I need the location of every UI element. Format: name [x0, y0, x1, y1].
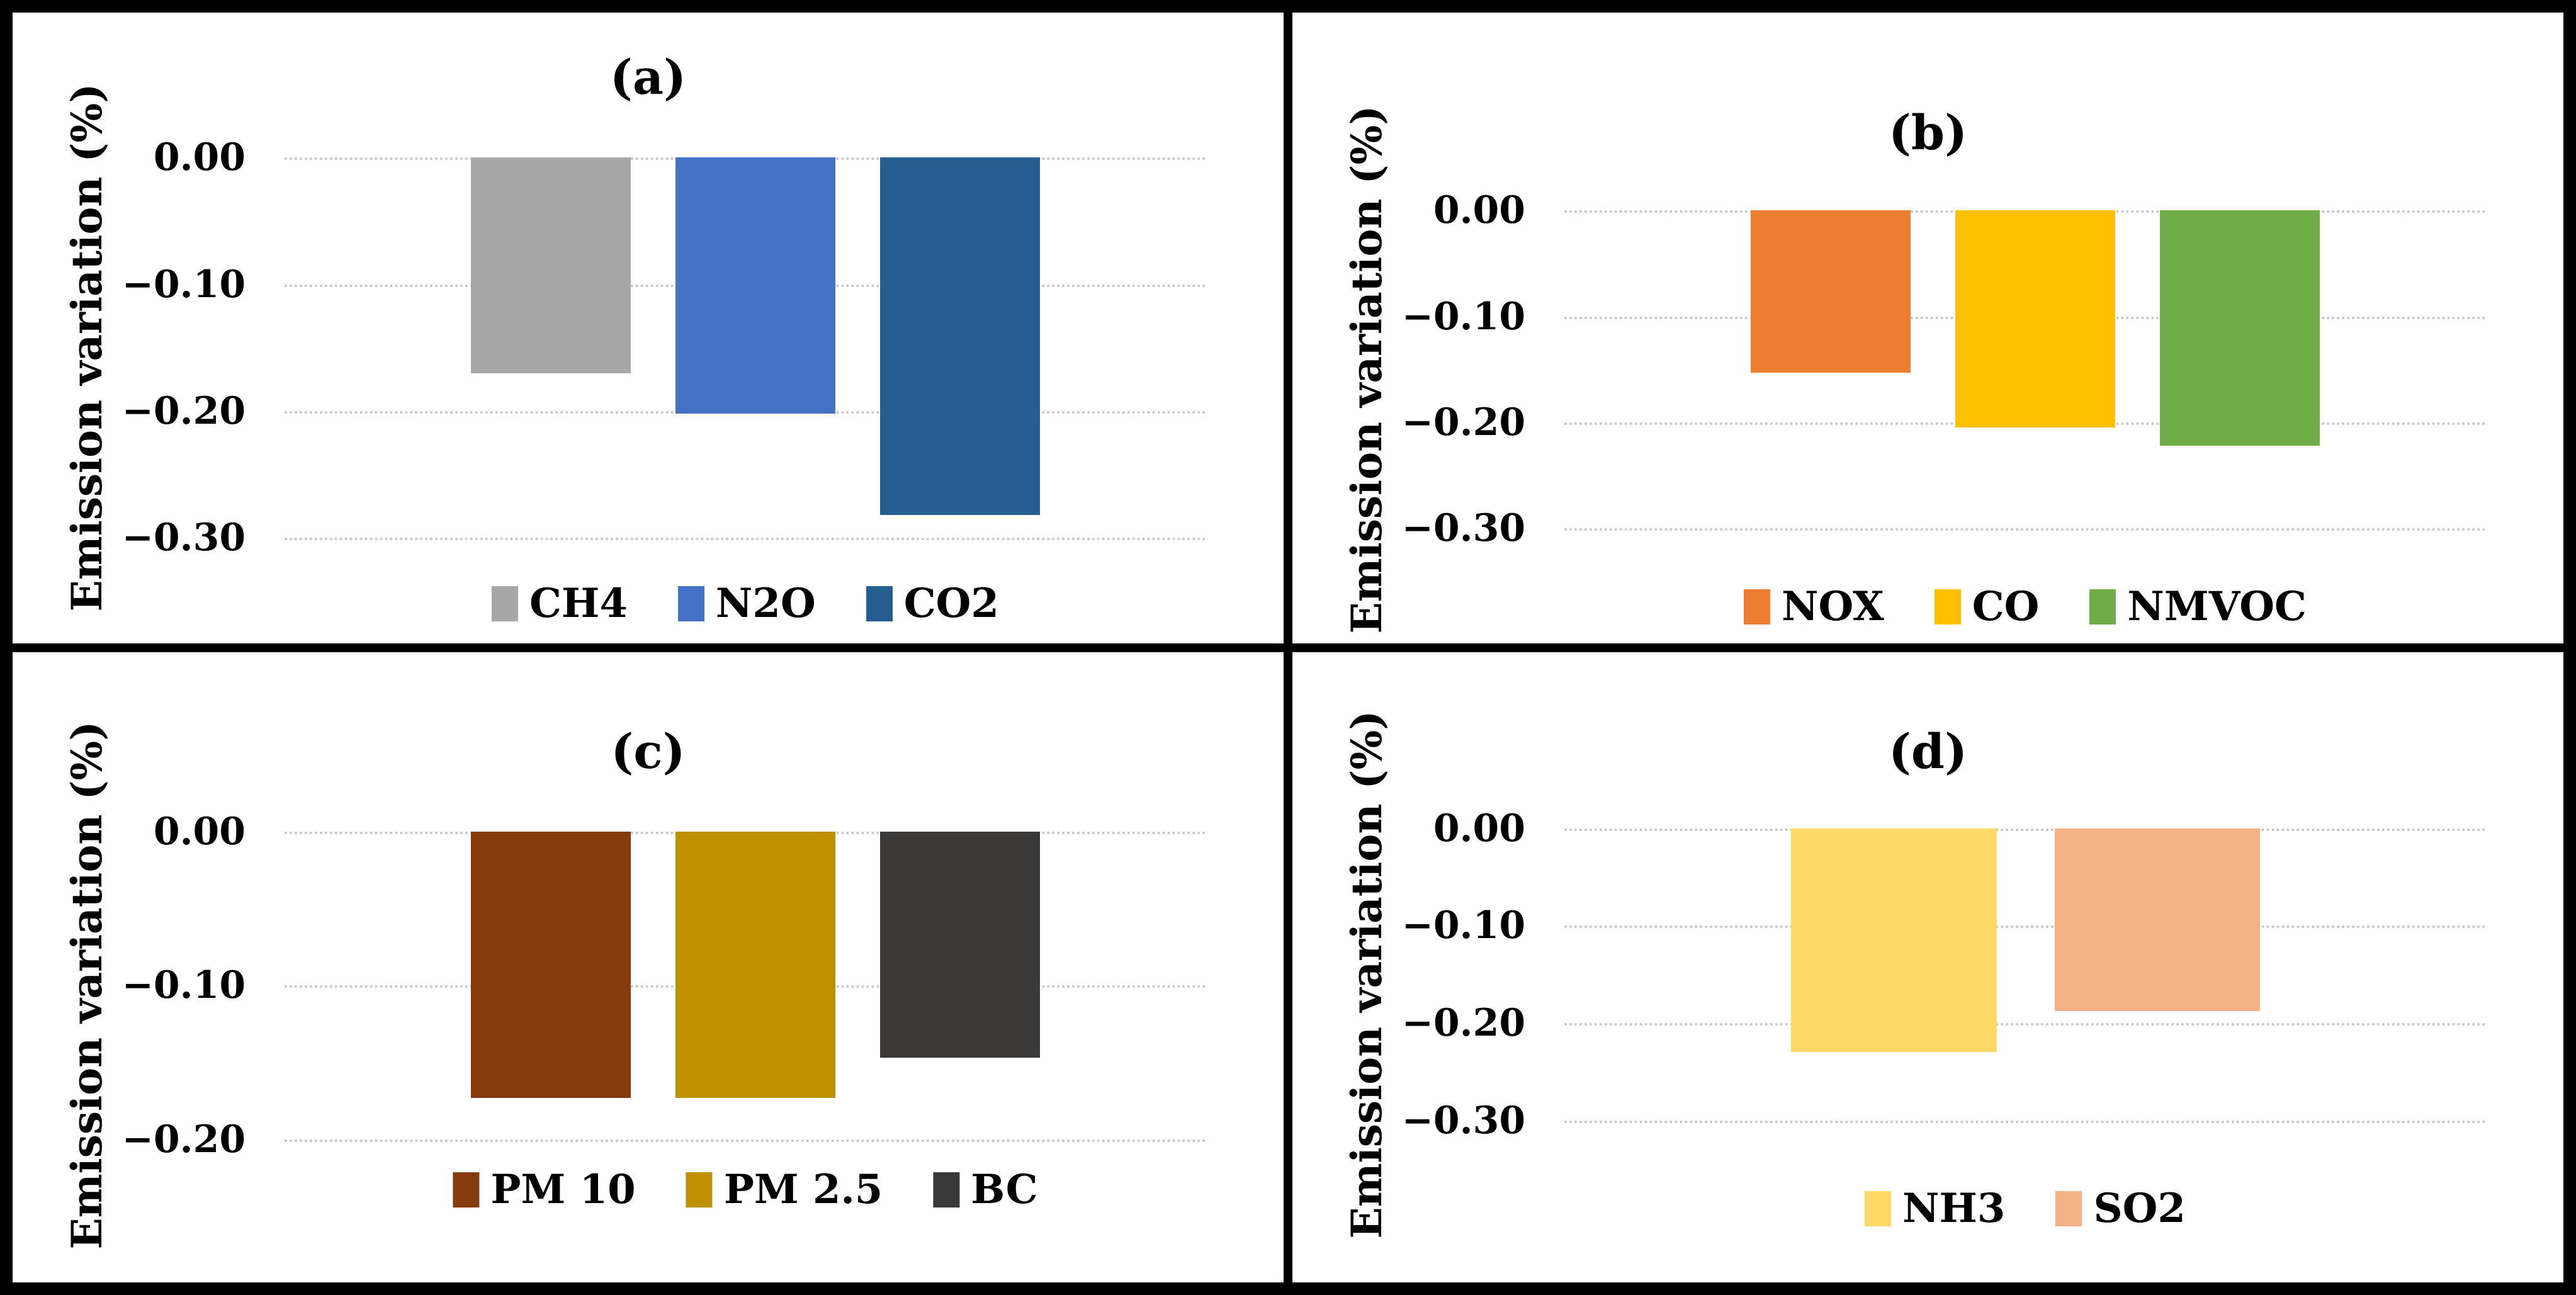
legend-label: NH3: [1902, 1184, 2006, 1232]
legend-swatch: [2055, 1190, 2082, 1226]
y-tick-label: −0.30: [121, 516, 246, 560]
bar-pm2.5: [675, 831, 836, 1098]
legend: PM 10 PM 2.5 BC: [453, 1165, 1038, 1213]
legend-item: CO: [1934, 583, 2040, 631]
plot-area: 0.00 −0.10 −0.20 −0.30: [122, 139, 1206, 557]
y-tick-label: 0.00: [153, 809, 246, 854]
bar-so2: [2054, 828, 2261, 1012]
legend-item: NH3: [1864, 1184, 2006, 1232]
legend-item: N2O: [677, 580, 816, 628]
legend-item: BC: [933, 1165, 1038, 1213]
panel-title-d: (d): [1888, 723, 1968, 779]
bar-nh3: [1791, 828, 1997, 1053]
gridline: [285, 538, 1206, 541]
legend-swatch: [1934, 589, 1961, 625]
y-tick-label: −0.20: [1401, 400, 1526, 444]
panel-a: (a) Emission variation (%) 0.00 −0.10 −0.2…: [8, 8, 1288, 648]
legend-item: NMVOC: [2089, 587, 2307, 627]
y-tick-label: −0.10: [121, 963, 246, 1008]
legend-label: NOX: [1781, 583, 1884, 631]
y-tick-label: 0.00: [1433, 806, 1526, 851]
y-tick-label: −0.20: [121, 388, 246, 433]
legend-label: N2O: [715, 580, 816, 628]
bar-pm10: [470, 831, 631, 1098]
y-tick-label: −0.10: [1401, 294, 1526, 339]
legend-label: CO: [1972, 583, 2040, 631]
legend: CH4 N2O CO2: [491, 580, 999, 628]
plot-area: 0.00 −0.10 −0.20 −0.30: [1402, 810, 2486, 1139]
bar-nox: [1750, 210, 1911, 373]
y-tick-label: −0.20: [1401, 1001, 1526, 1046]
y-axis-label: Emission variation (%): [1342, 710, 1391, 1239]
gridline: [1564, 1023, 2486, 1026]
bar-nmvoc: [2159, 210, 2320, 446]
legend-item: NOX: [1743, 583, 1884, 631]
legend-item: PM 10: [453, 1165, 636, 1213]
legend-swatch: [933, 1172, 960, 1207]
y-tick-label: −0.10: [121, 262, 246, 307]
y-tick-label: 0.00: [1433, 188, 1526, 233]
panel-title-a: (a): [609, 49, 687, 106]
y-tick-label: −0.20: [121, 1117, 246, 1162]
legend-label: PM 2.5: [723, 1165, 883, 1213]
y-tick-label: −0.10: [1401, 903, 1526, 948]
legend-swatch: [491, 586, 518, 622]
gridline: [1564, 925, 2486, 929]
legend-label: NMVOC: [2127, 583, 2307, 631]
panel-title-b: (b): [1888, 105, 1968, 161]
legend-swatch: [677, 586, 704, 622]
y-tick-label: 0.00: [153, 135, 246, 180]
y-tick-label: −0.30: [1401, 506, 1526, 551]
legend: NH3 SO2: [1864, 1184, 2186, 1232]
legend-label: PM 10: [490, 1165, 636, 1213]
panel-d: (d) Emission variation (%) 0.00 −0.10 −0.2…: [1288, 647, 2568, 1287]
bar-bc: [879, 831, 1041, 1058]
gridline: [1564, 528, 2486, 531]
legend-label: BC: [971, 1165, 1038, 1213]
gridline: [285, 1139, 1206, 1142]
panel-b: (b) Emission variation (%) 0.00 −0.10 −0.2…: [1288, 8, 2568, 648]
y-axis-label: Emission variation (%): [62, 83, 111, 612]
legend-item: CH4: [491, 580, 628, 628]
plot-area: 0.00 −0.10 −0.20 −0.30: [1402, 191, 2486, 547]
bar-co: [1955, 210, 2116, 428]
legend-label: SO2: [2093, 1184, 2186, 1232]
legend-swatch: [453, 1172, 480, 1207]
bar-n2o: [675, 157, 836, 414]
panel-c: (c) Emission variation (%) 0.00 −0.10 −0.2…: [8, 647, 1288, 1287]
legend-label: CH4: [529, 580, 628, 628]
gridline: [1564, 828, 2486, 831]
legend-item: CO2: [866, 584, 999, 624]
plot-area: 0.00 −0.10 −0.20: [122, 813, 1206, 1158]
legend: NOX CO NMVOC: [1743, 583, 2307, 631]
legend-label: CO2: [903, 580, 999, 628]
legend-item: SO2: [2055, 1184, 2186, 1232]
legend-swatch: [866, 586, 893, 622]
y-axis-label: Emission variation (%): [1342, 105, 1391, 634]
y-tick-label: −0.30: [1401, 1098, 1526, 1143]
legend-swatch: [1864, 1190, 1891, 1226]
gridline: [1564, 1120, 2486, 1123]
panel-title-c: (c): [611, 723, 686, 779]
legend-swatch: [2089, 589, 2116, 625]
legend-swatch: [1743, 589, 1770, 625]
legend-swatch: [686, 1172, 713, 1207]
y-axis-label: Emission variation (%): [62, 721, 111, 1250]
bar-co2: [879, 157, 1041, 515]
bar-ch4: [470, 157, 631, 373]
legend-item: PM 2.5: [686, 1165, 883, 1213]
